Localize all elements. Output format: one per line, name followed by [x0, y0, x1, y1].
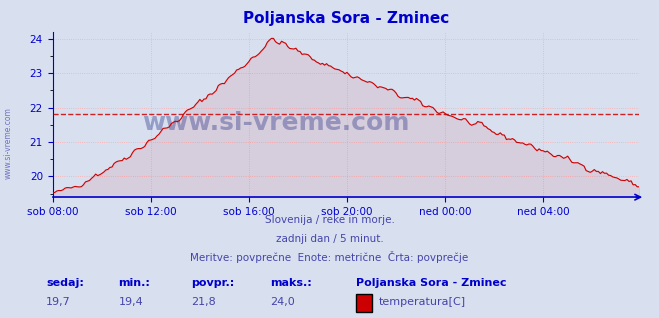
Text: www.si-vreme.com: www.si-vreme.com — [142, 111, 409, 135]
Text: www.si-vreme.com: www.si-vreme.com — [3, 107, 13, 179]
Text: Meritve: povprečne  Enote: metrične  Črta: povprečje: Meritve: povprečne Enote: metrične Črta:… — [190, 251, 469, 263]
Text: povpr.:: povpr.: — [191, 278, 235, 288]
Text: min.:: min.: — [119, 278, 150, 288]
Text: 21,8: 21,8 — [191, 297, 216, 307]
Text: maks.:: maks.: — [270, 278, 312, 288]
Text: temperatura[C]: temperatura[C] — [379, 297, 466, 307]
Text: zadnji dan / 5 minut.: zadnji dan / 5 minut. — [275, 234, 384, 244]
Title: Poljanska Sora - Zminec: Poljanska Sora - Zminec — [243, 11, 449, 26]
Text: sedaj:: sedaj: — [46, 278, 84, 288]
Text: 24,0: 24,0 — [270, 297, 295, 307]
Text: 19,7: 19,7 — [46, 297, 71, 307]
Text: Poljanska Sora - Zminec: Poljanska Sora - Zminec — [356, 278, 506, 288]
Text: 19,4: 19,4 — [119, 297, 144, 307]
Text: Slovenija / reke in morje.: Slovenija / reke in morje. — [264, 215, 395, 225]
